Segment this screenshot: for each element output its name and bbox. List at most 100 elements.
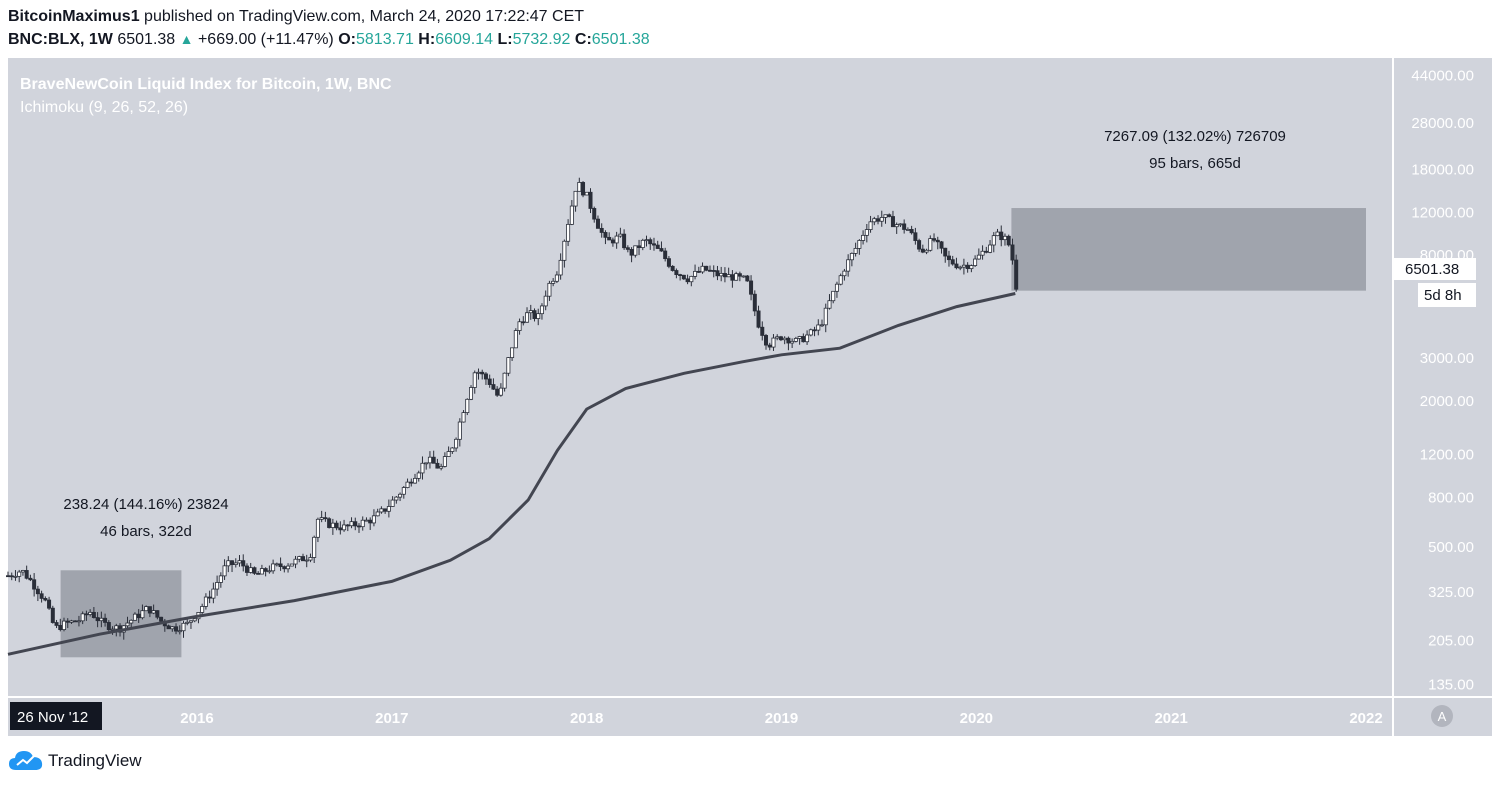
candle-body xyxy=(342,524,347,531)
author-name[interactable]: BitcoinMaximus1 xyxy=(8,8,140,25)
candle-body xyxy=(244,565,249,573)
measure-label-1-line2: 46 bars, 322d xyxy=(100,523,192,540)
candle-body xyxy=(390,499,395,507)
x-tick-label: 2016 xyxy=(180,710,213,727)
candle-body xyxy=(50,607,55,623)
candle-body xyxy=(760,326,765,336)
candle-227 xyxy=(853,242,858,257)
candle-91 xyxy=(345,523,350,532)
candle-8 xyxy=(35,585,40,602)
candle-body xyxy=(498,387,503,396)
candle-body xyxy=(450,447,455,452)
candle-body xyxy=(88,611,93,615)
candle-body xyxy=(405,481,410,488)
candle-236 xyxy=(887,213,892,218)
candle-174 xyxy=(655,240,660,249)
candle-body xyxy=(200,606,205,613)
candle-body xyxy=(536,313,541,319)
candle-body xyxy=(439,466,444,469)
candle-182 xyxy=(685,274,690,285)
candle-21 xyxy=(84,610,89,621)
measure-label-2-line1: 7267.09 (132.02%) 726709 xyxy=(1104,128,1286,145)
candle-body xyxy=(177,630,182,633)
candle-15 xyxy=(62,617,67,632)
candle-183 xyxy=(689,275,694,287)
candle-body xyxy=(345,524,350,527)
candle-211 xyxy=(793,336,798,343)
candle-body xyxy=(913,232,918,241)
plot-area[interactable] xyxy=(8,58,1392,698)
auto-scale-label[interactable]: A xyxy=(1438,709,1447,724)
auto-scale-button[interactable]: A xyxy=(1431,705,1453,727)
candle-121 xyxy=(457,418,462,447)
candle-body xyxy=(603,232,608,238)
candle-172 xyxy=(648,237,653,250)
candle-body xyxy=(920,248,925,253)
candle-body xyxy=(932,238,937,241)
candle-body xyxy=(174,626,179,632)
candle-body xyxy=(678,274,683,276)
candle-123 xyxy=(465,398,470,416)
y-tick-label: 3000.00 xyxy=(1420,350,1474,367)
candle-105 xyxy=(398,492,403,502)
candle-body xyxy=(894,224,899,228)
candle-256 xyxy=(961,258,966,275)
candle-body xyxy=(558,259,563,276)
candle-body xyxy=(491,384,496,390)
candle-264 xyxy=(991,232,996,253)
candle-25 xyxy=(99,611,104,628)
indicator-legend[interactable]: Ichimoku (9, 26, 52, 26) xyxy=(20,99,188,116)
candle-78 xyxy=(297,555,302,563)
candle-187 xyxy=(704,265,709,272)
candle-body xyxy=(99,617,104,622)
candle-body xyxy=(502,372,507,389)
candle-body xyxy=(693,270,698,277)
candle-body xyxy=(327,518,332,528)
candle-229 xyxy=(861,230,866,245)
candle-75 xyxy=(286,563,291,573)
candle-34 xyxy=(132,612,137,621)
candle-263 xyxy=(988,240,993,254)
footer-brand[interactable]: TradingView xyxy=(8,748,142,774)
y-tick-label: 800.00 xyxy=(1428,489,1474,506)
candle-body xyxy=(28,577,33,581)
candle-92 xyxy=(349,517,354,529)
candle-body xyxy=(722,272,727,278)
candle-206 xyxy=(775,334,780,341)
candle-body xyxy=(551,280,556,284)
candle-244 xyxy=(917,238,922,252)
y-tick-label: 44000.00 xyxy=(1411,68,1474,85)
candle-body xyxy=(629,249,634,256)
candle-39 xyxy=(151,604,156,615)
candle-14 xyxy=(58,618,63,632)
candle-109 xyxy=(413,473,418,484)
candle-body xyxy=(495,388,500,396)
candle-body xyxy=(573,190,578,207)
candle-body xyxy=(700,265,705,273)
candle-43 xyxy=(166,624,171,630)
candle-body xyxy=(73,620,78,623)
candle-body xyxy=(711,270,716,272)
candle-220 xyxy=(827,294,832,310)
candle-181 xyxy=(681,274,686,281)
candle-99 xyxy=(375,508,380,517)
price-axis[interactable] xyxy=(1394,58,1492,698)
candle-body xyxy=(543,295,548,307)
candle-body xyxy=(883,214,888,218)
candle-body xyxy=(409,481,414,484)
open-value: 5813.71 xyxy=(356,31,414,48)
candle-body xyxy=(726,274,731,278)
candle-body xyxy=(356,525,361,528)
candle-204 xyxy=(767,342,772,351)
candle-body xyxy=(730,274,735,281)
candle-body xyxy=(427,456,432,464)
candle-body xyxy=(857,240,862,249)
candle-body xyxy=(961,264,966,268)
time-axis[interactable] xyxy=(8,698,1392,736)
candle-body xyxy=(954,263,959,269)
candle-85 xyxy=(323,511,328,522)
candle-body xyxy=(879,217,884,222)
candle-46 xyxy=(177,625,182,635)
candle-body xyxy=(1006,235,1011,246)
